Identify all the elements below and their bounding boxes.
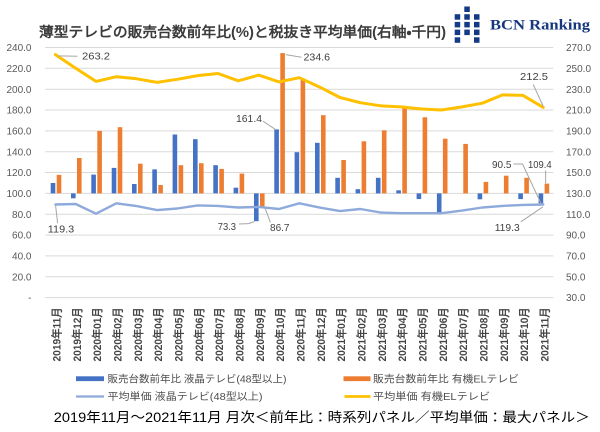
svg-text:30.0: 30.0 xyxy=(566,293,586,304)
svg-text:86.7: 86.7 xyxy=(270,222,290,234)
svg-text:119.3: 119.3 xyxy=(495,222,520,234)
svg-text:2020年06月: 2020年06月 xyxy=(192,308,206,362)
svg-text:2021年10月: 2021年10月 xyxy=(517,308,531,362)
svg-text:100.0: 100.0 xyxy=(6,189,31,200)
svg-text:160.0: 160.0 xyxy=(6,127,31,138)
svg-text:2021年02月: 2021年02月 xyxy=(355,308,369,362)
svg-text:2019年12月: 2019年12月 xyxy=(70,308,84,362)
svg-text:109.4: 109.4 xyxy=(528,159,552,171)
svg-text:180.0: 180.0 xyxy=(6,106,31,117)
svg-text:2020年08月: 2020年08月 xyxy=(233,308,247,362)
svg-text:119.3: 119.3 xyxy=(48,223,75,235)
svg-text:40.0: 40.0 xyxy=(12,252,32,263)
svg-text:2021年01月: 2021年01月 xyxy=(334,308,348,362)
svg-text:2021年04月: 2021年04月 xyxy=(395,308,409,362)
svg-text:2019年11月～2021年11月 月次＜前年比：時系列パネ: 2019年11月～2021年11月 月次＜前年比：時系列パネル／平均単価：最大パ… xyxy=(54,409,590,425)
svg-text:2021年06月: 2021年06月 xyxy=(436,308,450,362)
svg-text:2020年02月: 2020年02月 xyxy=(111,308,125,362)
svg-text:2020年03月: 2020年03月 xyxy=(131,308,145,362)
svg-text:販売台数前年比 液晶テレビ(48型以上): 販売台数前年比 液晶テレビ(48型以上) xyxy=(108,372,287,385)
svg-text:170.0: 170.0 xyxy=(566,147,591,158)
svg-text:2021年07月: 2021年07月 xyxy=(456,308,470,362)
svg-text:2020年05月: 2020年05月 xyxy=(172,308,186,362)
svg-text:240.0: 240.0 xyxy=(6,43,31,54)
svg-text:120.0: 120.0 xyxy=(6,168,31,179)
svg-text:2021年09月: 2021年09月 xyxy=(497,308,511,362)
svg-text:161.4: 161.4 xyxy=(236,113,262,125)
svg-text:2020年11月: 2020年11月 xyxy=(294,308,308,362)
svg-text:230.0: 230.0 xyxy=(566,85,591,96)
svg-text:90.0: 90.0 xyxy=(566,231,586,242)
svg-text:2019年11月: 2019年11月 xyxy=(50,308,64,362)
svg-text:2020年01月: 2020年01月 xyxy=(90,308,104,362)
svg-text:2021年05月: 2021年05月 xyxy=(416,308,430,362)
svg-text:210.0: 210.0 xyxy=(566,106,591,117)
svg-text:2020年04月: 2020年04月 xyxy=(151,308,165,362)
svg-text:110.0: 110.0 xyxy=(566,210,591,221)
svg-text:70.0: 70.0 xyxy=(566,252,586,263)
svg-text:2020年10月: 2020年10月 xyxy=(273,308,287,362)
svg-text:263.2: 263.2 xyxy=(82,50,110,62)
svg-text:250.0: 250.0 xyxy=(566,64,591,75)
svg-text:140.0: 140.0 xyxy=(6,147,31,158)
svg-text:190.0: 190.0 xyxy=(566,127,591,138)
svg-text:2021年11月: 2021年11月 xyxy=(538,308,552,362)
svg-text:平均単価 液晶テレビ(48型以上): 平均単価 液晶テレビ(48型以上) xyxy=(108,390,263,403)
svg-text:270.0: 270.0 xyxy=(566,43,591,54)
svg-text:-: - xyxy=(28,293,31,304)
svg-text:平均単価 有機ELテレビ: 平均単価 有機ELテレビ xyxy=(373,390,490,403)
svg-text:2020年09月: 2020年09月 xyxy=(253,308,267,362)
svg-text:90.5: 90.5 xyxy=(492,159,512,171)
svg-text:20.0: 20.0 xyxy=(12,272,32,283)
svg-text:212.5: 212.5 xyxy=(520,71,548,83)
svg-text:薄型テレビの販売台数前年比(%)と税抜き平均単価(右軸・千円: 薄型テレビの販売台数前年比(%)と税抜き平均単価(右軸・千円) xyxy=(39,23,446,41)
svg-text:BCN Ranking: BCN Ranking xyxy=(490,18,591,34)
svg-text:200.0: 200.0 xyxy=(6,85,31,96)
svg-text:2021年03月: 2021年03月 xyxy=(375,308,389,362)
svg-text:220.0: 220.0 xyxy=(6,64,31,75)
svg-text:2021年08月: 2021年08月 xyxy=(477,308,491,362)
svg-text:販売台数前年比 有機ELテレビ: 販売台数前年比 有機ELテレビ xyxy=(373,372,519,385)
svg-text:60.0: 60.0 xyxy=(12,231,32,242)
svg-text:130.0: 130.0 xyxy=(566,189,591,200)
svg-text:2020年07月: 2020年07月 xyxy=(212,308,226,362)
svg-text:150.0: 150.0 xyxy=(566,168,591,179)
svg-text:73.3: 73.3 xyxy=(218,221,236,233)
svg-text:80.0: 80.0 xyxy=(12,210,32,221)
svg-text:2020年12月: 2020年12月 xyxy=(314,308,328,362)
svg-text:50.0: 50.0 xyxy=(566,272,586,283)
svg-text:234.6: 234.6 xyxy=(304,51,331,63)
